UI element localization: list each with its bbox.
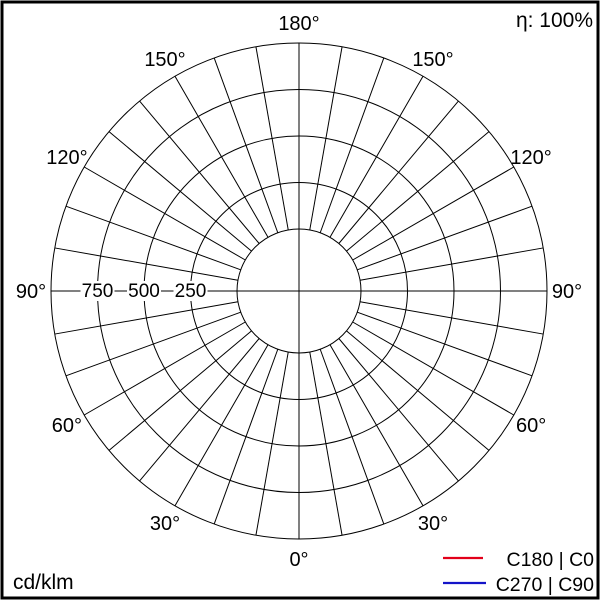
svg-text:60°: 60° [516, 415, 546, 437]
svg-text:cd/klm: cd/klm [13, 571, 74, 594]
svg-text:30°: 30° [150, 513, 180, 535]
svg-text:C180 | C0: C180 | C0 [507, 549, 595, 571]
svg-text:C270 | C90: C270 | C90 [496, 574, 594, 596]
svg-text:750: 750 [82, 281, 114, 302]
svg-text:60°: 60° [52, 415, 82, 437]
svg-text:0°: 0° [289, 549, 308, 571]
svg-text:150°: 150° [144, 49, 185, 71]
svg-text:180°: 180° [278, 13, 319, 35]
svg-text:250: 250 [175, 281, 207, 302]
svg-text:30°: 30° [418, 513, 448, 535]
svg-text:120°: 120° [46, 147, 87, 169]
svg-text:120°: 120° [510, 147, 551, 169]
svg-text:500: 500 [128, 281, 160, 302]
svg-text:150°: 150° [412, 49, 453, 71]
svg-text:90°: 90° [552, 281, 582, 303]
svg-text:90°: 90° [16, 281, 46, 303]
svg-text:η: 100%: η: 100% [516, 9, 593, 32]
